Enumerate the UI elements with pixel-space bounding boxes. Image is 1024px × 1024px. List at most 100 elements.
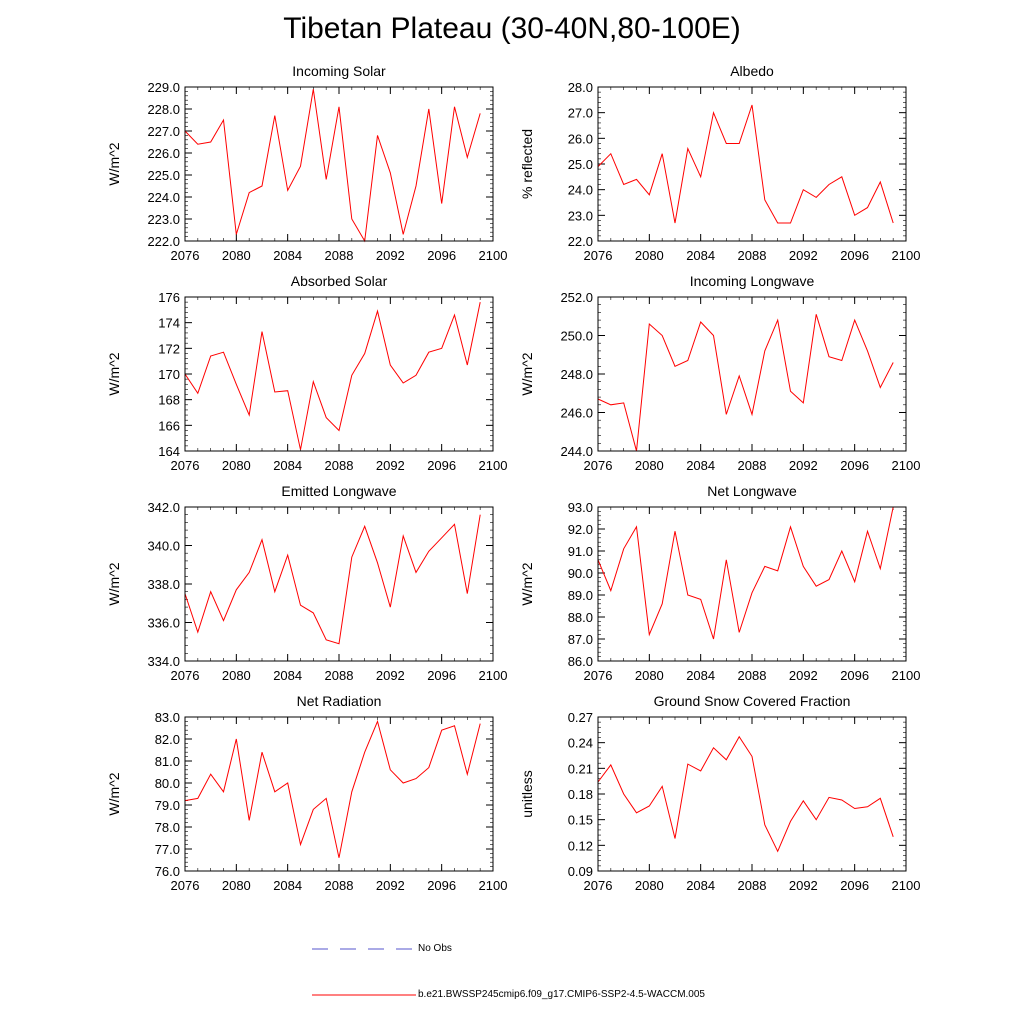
series-line	[184, 719, 481, 858]
series-line	[597, 506, 894, 640]
y-axis-label: W/m^2	[106, 772, 122, 815]
x-tick-label: 2092	[376, 458, 405, 473]
series-line	[597, 735, 894, 853]
x-tick-label: 2100	[479, 248, 508, 263]
x-tick-label: 2080	[222, 668, 251, 683]
x-tick-label: 2088	[325, 668, 354, 683]
y-tick-label: 244.0	[560, 444, 593, 459]
y-tick-label: 223.0	[147, 212, 180, 227]
y-tick-label: 248.0	[560, 367, 593, 382]
y-tick-label: 86.0	[568, 654, 593, 669]
x-tick-label: 2100	[892, 878, 921, 893]
x-tick-label: 2080	[635, 248, 664, 263]
x-tick-label: 2076	[171, 248, 200, 263]
y-tick-label: 0.15	[568, 813, 593, 828]
y-axis-label: W/m^2	[106, 142, 122, 185]
chart-panel-1: Albedo % reflected 2076 2080 2084 2088 2092 209…	[519, 63, 920, 263]
x-tick-label: 2076	[584, 668, 613, 683]
y-tick-label: 83.0	[155, 710, 180, 725]
x-tick-label: 2080	[222, 458, 251, 473]
y-tick-label: 229.0	[147, 80, 180, 95]
y-tick-label: 168	[158, 393, 180, 408]
x-tick-label: 2076	[584, 878, 613, 893]
x-tick-label: 2084	[273, 458, 302, 473]
x-tick-label: 2084	[686, 458, 715, 473]
x-tick-label: 2080	[635, 458, 664, 473]
x-tick-label: 2088	[325, 878, 354, 893]
y-tick-label: 91.0	[568, 544, 593, 559]
y-tick-label: 174	[158, 316, 180, 331]
chart-title: Incoming Longwave	[690, 273, 815, 289]
chart-panel-6: Net Radiation W/m^2 2076 2080 2084 2088 2092 20…	[106, 693, 507, 893]
y-tick-label: 252.0	[560, 290, 593, 305]
x-tick-label: 2092	[376, 878, 405, 893]
x-tick-label: 2088	[738, 248, 767, 263]
y-tick-label: 81.0	[155, 754, 180, 769]
series-line	[184, 89, 481, 243]
plot-frame	[184, 296, 494, 452]
y-tick-label: 92.0	[568, 522, 593, 537]
plot-frame	[184, 506, 494, 662]
x-tick-label: 2096	[840, 668, 869, 683]
series-line	[597, 104, 894, 224]
series-line	[184, 301, 481, 450]
x-tick-label: 2096	[427, 668, 456, 683]
x-tick-label: 2092	[376, 248, 405, 263]
chart-title: Net Longwave	[707, 483, 797, 499]
plot-frame	[184, 716, 494, 872]
chart-title: Emitted Longwave	[281, 483, 396, 499]
plot-frame	[597, 86, 907, 242]
y-tick-label: 93.0	[568, 500, 593, 515]
y-tick-label: 28.0	[568, 80, 593, 95]
y-tick-label: 0.27	[568, 710, 593, 725]
x-tick-label: 2076	[171, 458, 200, 473]
x-tick-label: 2084	[686, 878, 715, 893]
y-tick-label: 25.0	[568, 157, 593, 172]
plot-frame	[597, 506, 907, 662]
chart-title: Net Radiation	[297, 693, 382, 709]
y-tick-label: 90.0	[568, 566, 593, 581]
x-tick-label: 2096	[427, 248, 456, 263]
y-tick-label: 80.0	[155, 776, 180, 791]
x-tick-label: 2080	[635, 668, 664, 683]
y-tick-label: 226.0	[147, 146, 180, 161]
y-tick-label: 228.0	[147, 102, 180, 117]
legend-label-no-obs: No Obs	[418, 943, 452, 954]
y-tick-label: 0.24	[568, 736, 593, 751]
chart-panel-5: Net Longwave W/m^2 2076 2080 2084 2088 2092 209…	[519, 483, 920, 683]
x-tick-label: 2076	[171, 878, 200, 893]
x-tick-label: 2080	[222, 878, 251, 893]
chart-panel-4: Emitted Longwave W/m^2 2076 2080 2084 2088 209…	[106, 483, 507, 683]
y-tick-label: 79.0	[155, 798, 180, 813]
x-tick-label: 2084	[273, 668, 302, 683]
y-tick-label: 88.0	[568, 610, 593, 625]
chart-title: Absorbed Solar	[291, 273, 388, 289]
legend-no-obs-line	[312, 948, 416, 950]
x-tick-label: 2092	[789, 668, 818, 683]
y-tick-label: 0.09	[568, 864, 593, 879]
x-tick-label: 2100	[479, 668, 508, 683]
y-tick-label: 0.21	[568, 761, 593, 776]
y-tick-label: 170	[158, 367, 180, 382]
legend-label-model: b.e21.BWSSP245cmip6.f09_g17.CMIP6-SSP2-4…	[418, 989, 705, 1000]
y-tick-label: 172	[158, 341, 180, 356]
y-tick-label: 0.18	[568, 787, 593, 802]
y-tick-label: 338.0	[147, 577, 180, 592]
y-tick-label: 340.0	[147, 539, 180, 554]
series-line	[184, 514, 481, 645]
chart-title: Ground Snow Covered Fraction	[654, 693, 851, 709]
x-tick-label: 2088	[325, 458, 354, 473]
y-tick-label: 22.0	[568, 234, 593, 249]
y-tick-label: 78.0	[155, 820, 180, 835]
series-line	[597, 314, 894, 452]
y-axis-label: W/m^2	[519, 562, 535, 605]
x-tick-label: 2100	[892, 458, 921, 473]
x-tick-label: 2096	[427, 878, 456, 893]
y-axis-label: W/m^2	[106, 562, 122, 605]
x-tick-label: 2096	[840, 458, 869, 473]
x-tick-label: 2076	[584, 458, 613, 473]
y-tick-label: 227.0	[147, 124, 180, 139]
y-tick-label: 225.0	[147, 168, 180, 183]
plot-frame	[597, 296, 907, 452]
y-tick-label: 26.0	[568, 131, 593, 146]
